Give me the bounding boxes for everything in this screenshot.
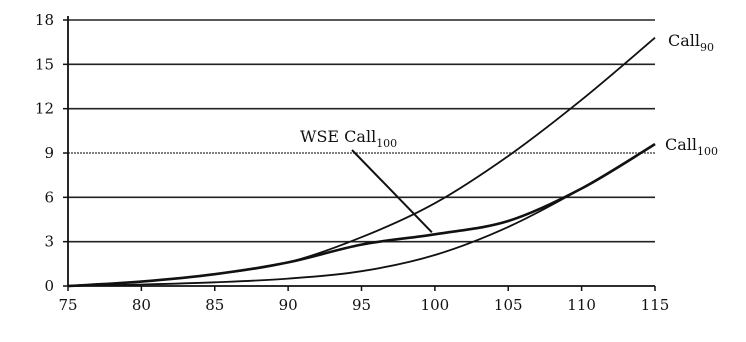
axes: 0 3 6 9 12 15 18 75 80 85 90 95 100 105 110 115: [35, 11, 669, 314]
x-tick-label-90: 90: [279, 296, 298, 314]
series-lines: [67, 37, 656, 288]
x-tick-label-110: 110: [567, 296, 596, 314]
series-line-wse-call100: [67, 142, 656, 288]
series-line-call90: [67, 37, 656, 287]
y-tick-label-6: 6: [44, 188, 54, 206]
annotation-pointer: [351, 149, 433, 233]
x-tick-label-100: 100: [421, 296, 450, 314]
y-tick-label-18: 18: [35, 11, 54, 29]
series-line-call100: [67, 143, 656, 287]
series-label-call100: Call100: [665, 135, 718, 158]
x-tick-label-115: 115: [641, 296, 670, 314]
x-tick-label-95: 95: [352, 296, 371, 314]
y-tick-label-0: 0: [44, 277, 54, 295]
x-tick-label-105: 105: [494, 296, 523, 314]
gridlines: [68, 19, 655, 243]
y-tick-label-9: 9: [44, 144, 54, 162]
y-tick-label-12: 12: [35, 100, 54, 118]
series-label-call90: Call90: [668, 31, 714, 54]
annotation: WSE Call100: [300, 127, 433, 233]
x-tick-label-75: 75: [58, 296, 77, 314]
annotation-wse-call100: WSE Call100: [300, 127, 397, 150]
series-labels: Call90 Call100: [665, 31, 718, 158]
x-tick-label-85: 85: [205, 296, 224, 314]
y-tick-label-15: 15: [35, 55, 54, 73]
x-tick-label-80: 80: [132, 296, 151, 314]
y-tick-label-3: 3: [44, 233, 54, 251]
